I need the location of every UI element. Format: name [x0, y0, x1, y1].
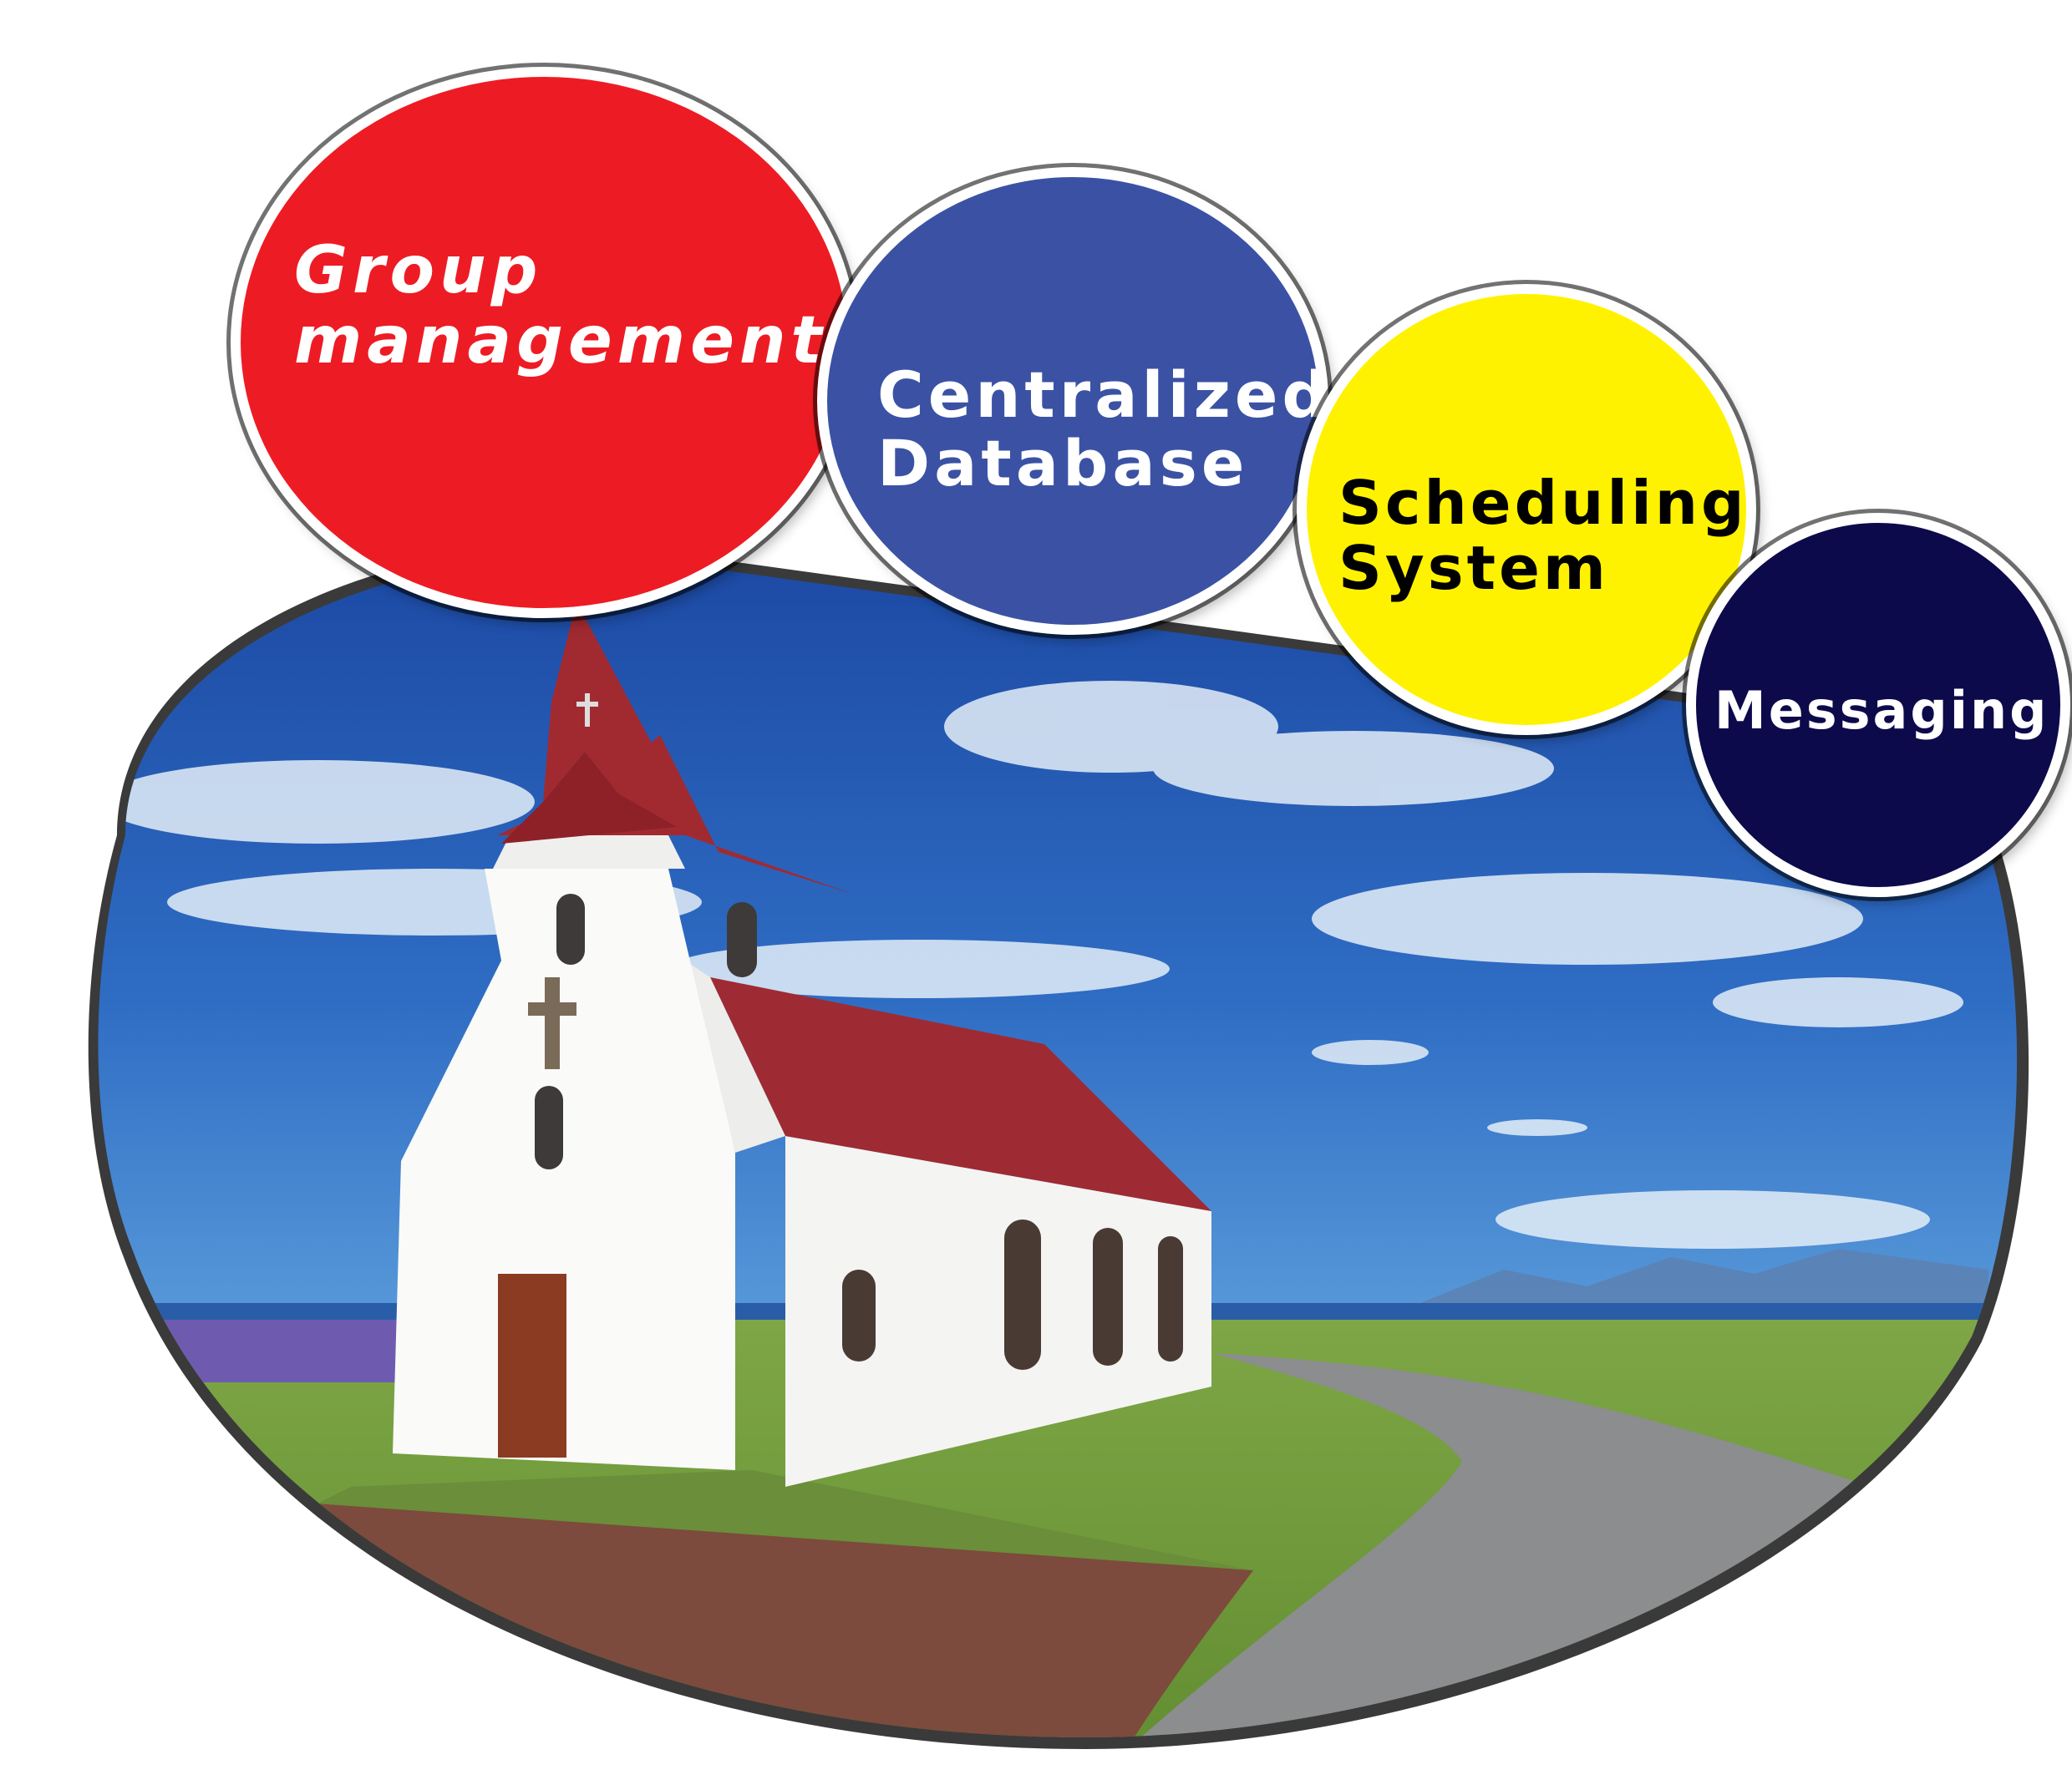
messaging-bubble[interactable]: Messaging — [1686, 513, 2070, 897]
group-management-bubble[interactable]: Group management — [231, 67, 857, 618]
scheduling-system-label: Scheduling System — [1338, 468, 1748, 603]
centralized-database-bubble[interactable]: Centralized Database — [817, 167, 1328, 635]
clouds — [100, 681, 1963, 1249]
church — [393, 601, 1211, 1487]
group-management-label: Group management — [294, 233, 827, 379]
scheduling-system-bubble[interactable]: Scheduling System — [1297, 284, 1756, 735]
messaging-label: Messaging — [1714, 680, 2049, 741]
centralized-database-label: Centralized Database — [877, 358, 1332, 501]
photo-content — [98, 551, 2018, 1737]
